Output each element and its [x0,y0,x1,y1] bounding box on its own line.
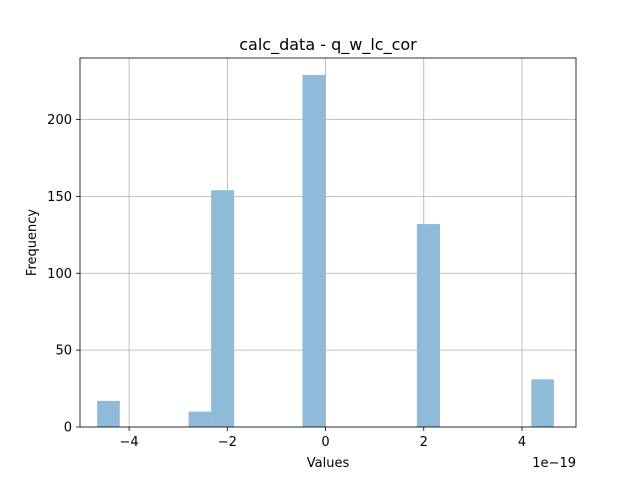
y-tick-label: 200 [47,113,72,128]
x-axis-offset-text: 1e−19 [532,456,576,471]
plot-frame [79,57,577,428]
histogram-bar [211,190,235,427]
x-tick-label: −4 [120,435,139,450]
histogram-bar [97,400,120,427]
x-axis-label: Values [307,456,350,471]
chart-title: calc_data - q_w_lc_cor [239,35,417,55]
axis-ticks: −4 −2 0 2 4 0 50 100 150 200 [47,113,526,450]
grid-lines [80,58,576,428]
histogram-bars [97,74,554,427]
y-tick-label: 0 [64,421,72,436]
x-tick-label: 0 [321,435,329,450]
x-tick-label: 4 [518,435,526,450]
histogram-bar [302,74,326,427]
y-tick-label: 50 [55,344,72,359]
y-tick-label: 150 [47,190,72,205]
x-tick-label: 2 [420,435,428,450]
histogram-bar [188,411,212,427]
x-tick-label: −2 [218,435,237,450]
histogram-bar [531,379,554,427]
histogram-bar [416,224,440,427]
y-tick-label: 100 [47,267,72,282]
y-axis-label: Frequency [25,209,40,276]
